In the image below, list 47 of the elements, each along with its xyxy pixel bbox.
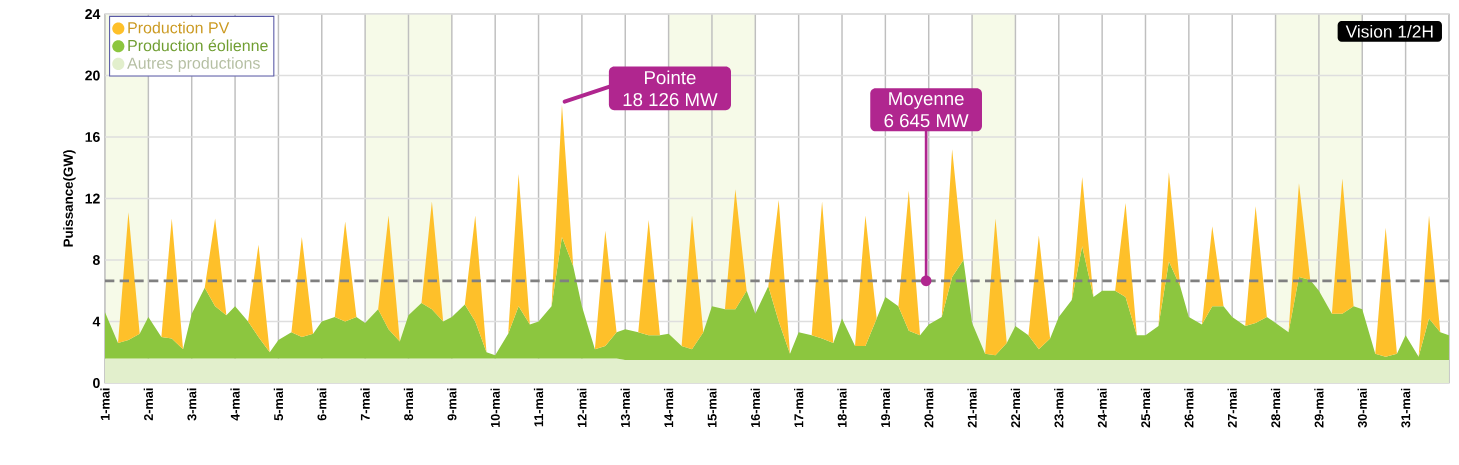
y-tick-label: 4 (92, 316, 101, 327)
annotation: 18 126 MW (623, 92, 718, 107)
annotation: Pointe (645, 70, 696, 85)
x-tick-label: 10-mai (490, 388, 500, 428)
y-tick-label: 20 (85, 70, 100, 81)
x-tick-label: 17-mai (794, 388, 804, 428)
x-tick-label: 20-mai (924, 388, 934, 428)
x-tick-label: 31-mai (1400, 388, 1411, 428)
x-tick-label: 11-mai (533, 388, 544, 427)
x-tick-label: 2-mai (143, 388, 154, 421)
x-tick-label: 18-mai (837, 388, 847, 428)
x-tick-label: 8-mai (403, 388, 414, 421)
legend-label: Production éolienne (128, 39, 268, 52)
x-tick-label: 12-mai (577, 388, 587, 428)
x-tick-label: 30-mai (1357, 388, 1367, 428)
x-tick-label: 13-mai (620, 388, 630, 428)
y-tick-label: 24 (85, 9, 101, 19)
x-tick-label: 21-mai (967, 388, 977, 428)
x-tick-label: 24-mai (1097, 388, 1107, 428)
x-tick-label: 22-mai (1010, 388, 1021, 428)
x-tick-label: 9-mai (447, 388, 457, 421)
x-tick-label: 28-mai (1270, 388, 1281, 428)
x-tick-label: 3-mai (187, 388, 197, 421)
x-tick-label: 25-mai (1140, 388, 1151, 428)
legend-label: Autres productions (127, 57, 260, 73)
annotation: Vision 1/2H (1345, 24, 1433, 38)
x-tick-label: 14-mai (663, 388, 674, 428)
x-tick-label: 16-mai (750, 388, 760, 428)
y-tick-label: 8 (92, 255, 100, 265)
annotation: 6 645 MW (884, 114, 969, 128)
x-tick-label: 23-mai (1054, 388, 1064, 428)
x-tick-label: 4-mai (230, 388, 240, 421)
x-tick-label: 29-mai (1314, 388, 1324, 428)
y-tick-label: 12 (85, 193, 100, 204)
y-tick-label: 16 (85, 132, 100, 142)
x-tick-label: 15-mai (707, 388, 717, 428)
legend-label: Production PV (128, 21, 230, 34)
x-tick-label: 6-mai (317, 388, 327, 421)
x-tick-label: 5-mai (273, 388, 284, 421)
x-tick-label: 7-mai (360, 388, 370, 421)
x-tick-label: 26-mai (1184, 388, 1194, 428)
y-tick-label: 0 (93, 378, 100, 388)
y-axis-title: Puissance(GW) (63, 150, 76, 247)
ref-line-label: Moyenne (889, 92, 964, 109)
x-tick-label: 19-mai (880, 388, 891, 428)
x-tick-label: 1-mai (100, 388, 110, 421)
x-tick-label: 27-mai (1227, 388, 1237, 428)
